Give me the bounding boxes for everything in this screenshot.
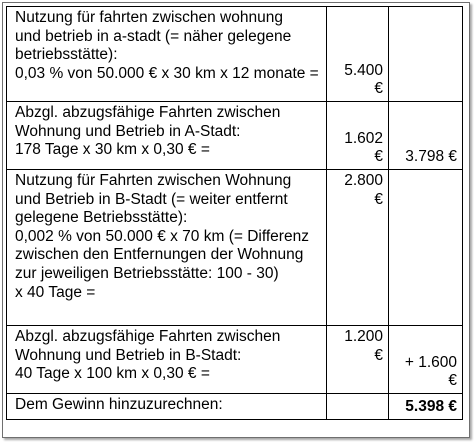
table-row-total: Dem Gewinn hinzuzurechnen: 5.398 € <box>6 393 463 420</box>
amount-cell: 2.800 € <box>326 169 389 326</box>
description-line: betriebsstätte): <box>15 46 118 64</box>
result-cell: 3.798 € <box>388 101 463 170</box>
amount-cell: 5.400 € <box>326 6 389 102</box>
description-line: Abzgl. abzugsfähige Fahrten zwischen <box>15 328 281 345</box>
result-cell <box>388 169 463 326</box>
total-result-cell: 5.398 € <box>388 393 463 420</box>
table-row-a-stadt-usage: Nutzung für fahrten zwischen wohnung und… <box>6 6 463 102</box>
result-cell <box>388 6 463 102</box>
description-line: 0,002 % von 50.000 € x 70 km (= Differen… <box>15 227 309 245</box>
description-line: Nutzung für fahrten zwischen wohnung <box>15 9 283 26</box>
description-line: und Betrieb in B-Stadt (= weiter entfern… <box>15 190 288 208</box>
amount-cell <box>326 393 389 420</box>
description-line: gelegene Betriebsstätte): <box>15 209 188 227</box>
description-line: Wohnung und Betrieb in A-Stadt: <box>15 122 241 140</box>
result-cell: + 1.600 € <box>388 325 463 394</box>
description-line: Wohnung und Betrieb in B-Stadt: <box>15 346 242 364</box>
description-cell: Abzgl. abzugsfähige Fahrten zwischen Woh… <box>6 101 327 170</box>
amount-cell: 1.602 € <box>326 101 389 170</box>
description-line: 40 Tage x 100 km x 0,30 € = <box>15 365 210 383</box>
total-label: Dem Gewinn hinzuzurechnen: <box>15 396 223 413</box>
description-line: 0,03 % von 50.000 € x 30 km x 12 monate … <box>15 64 319 82</box>
description-cell: Abzgl. abzugsfähige Fahrten zwischen Woh… <box>6 325 327 394</box>
description-line: und betrieb in a-stadt (= näher gelegene <box>15 27 292 45</box>
description-line: zur jeweiligen Betriebsstätte: 100 - 30) <box>15 264 279 282</box>
table-row-a-stadt-deduction: Abzgl. abzugsfähige Fahrten zwischen Woh… <box>6 101 463 170</box>
table-row-b-stadt-deduction: Abzgl. abzugsfähige Fahrten zwischen Woh… <box>6 325 463 394</box>
description-line: x 40 Tage = <box>15 283 96 301</box>
description-cell: Nutzung für Fahrten zwischen Wohnung und… <box>6 169 327 326</box>
description-cell: Nutzung für fahrten zwischen wohnung und… <box>6 6 327 102</box>
description-line: 178 Tage x 30 km x 0,30 € = <box>15 141 210 159</box>
table-row-b-stadt-usage: Nutzung für Fahrten zwischen Wohnung und… <box>6 169 463 326</box>
description-line: Abzgl. abzugsfähige Fahrten zwischen <box>15 104 281 121</box>
total-label-cell: Dem Gewinn hinzuzurechnen: <box>6 393 327 420</box>
description-line: Nutzung für Fahrten zwischen Wohnung <box>15 172 292 189</box>
description-line: zwischen den Entfernungen der Wohnung <box>15 246 304 264</box>
calculation-table: Nutzung für fahrten zwischen wohnung und… <box>6 6 463 420</box>
amount-cell: 1.200 € <box>326 325 389 394</box>
